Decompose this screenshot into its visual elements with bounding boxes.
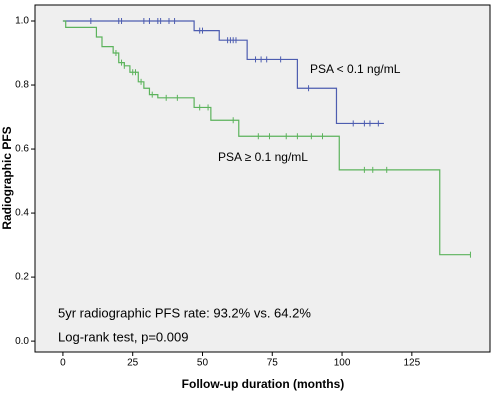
x-tick-label: 0 [60, 358, 66, 369]
y-tick-label: 1.0 [15, 16, 29, 27]
y-tick-label: 0.4 [15, 208, 29, 219]
survival-curve [62, 20, 384, 125]
plot-area [34, 4, 491, 353]
y-tick-label: 0.2 [15, 272, 29, 283]
y-tick-label: 0.0 [15, 336, 29, 347]
x-tick-label: 125 [403, 358, 420, 369]
y-tick-label: 0.8 [15, 80, 29, 91]
annotation: 5yr radiographic PFS rate: 93.2% vs. 64.… [58, 305, 311, 320]
y-tick-label: 0.6 [15, 144, 29, 155]
x-tick-label: 75 [267, 358, 279, 369]
x-tick-label: 100 [334, 358, 351, 369]
series-label: PSA < 0.1 ng/mL [310, 62, 401, 76]
annotation: Log-rank test, p=0.009 [58, 329, 188, 344]
x-tick-label: 25 [127, 358, 139, 369]
y-axis-label: Radiographic PFS [0, 126, 14, 229]
series-label: PSA ≥ 0.1 ng/mL [218, 150, 308, 164]
x-axis-label: Follow-up duration (months) [182, 377, 345, 391]
x-tick-label: 50 [197, 358, 209, 369]
